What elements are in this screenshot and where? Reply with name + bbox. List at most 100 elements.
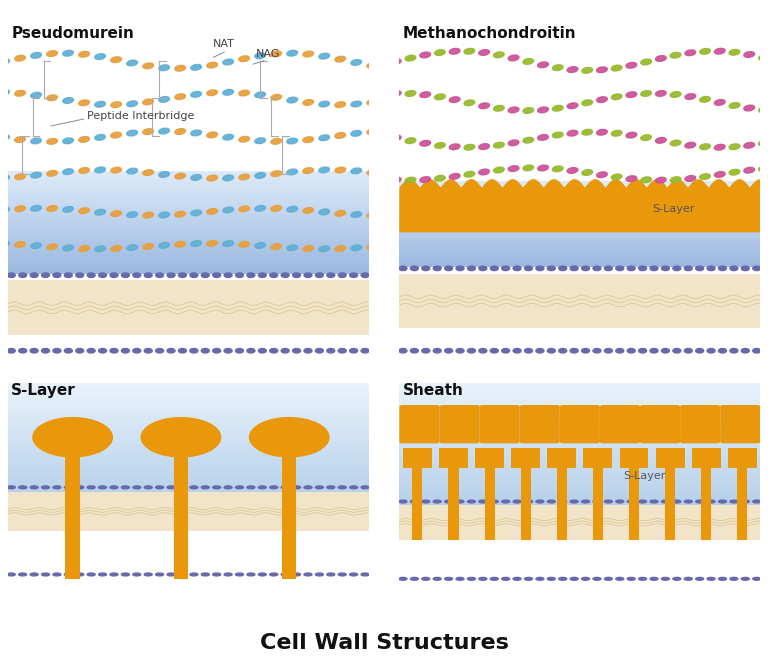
Bar <box>399 199 760 201</box>
Ellipse shape <box>490 500 498 503</box>
Bar <box>399 394 760 396</box>
Ellipse shape <box>47 170 58 176</box>
Ellipse shape <box>33 418 112 457</box>
Ellipse shape <box>744 51 754 57</box>
Ellipse shape <box>552 166 563 172</box>
Bar <box>8 498 369 501</box>
Bar <box>399 235 760 237</box>
Ellipse shape <box>478 103 489 109</box>
Bar <box>399 442 760 444</box>
Ellipse shape <box>478 169 489 175</box>
Bar <box>8 256 369 258</box>
Bar <box>399 204 760 205</box>
Bar <box>399 240 760 241</box>
Bar <box>399 446 760 448</box>
Bar <box>8 505 369 507</box>
Ellipse shape <box>349 573 358 576</box>
Bar <box>8 387 369 389</box>
Ellipse shape <box>611 131 622 136</box>
Bar <box>8 416 369 418</box>
Bar <box>8 238 369 239</box>
Ellipse shape <box>508 107 519 113</box>
Bar <box>399 237 760 238</box>
Bar <box>8 440 369 442</box>
Bar <box>8 444 369 446</box>
Bar <box>8 492 369 494</box>
Bar <box>8 248 369 249</box>
Ellipse shape <box>76 573 84 576</box>
Ellipse shape <box>502 266 510 271</box>
Bar <box>399 486 760 488</box>
Ellipse shape <box>94 102 105 107</box>
Ellipse shape <box>327 348 335 353</box>
Ellipse shape <box>327 486 335 489</box>
Bar <box>8 232 369 234</box>
Bar <box>399 453 760 455</box>
Ellipse shape <box>435 94 445 100</box>
Bar <box>8 263 369 265</box>
Ellipse shape <box>626 176 637 182</box>
Bar <box>8 195 369 196</box>
Ellipse shape <box>223 59 233 65</box>
Ellipse shape <box>422 348 430 353</box>
Ellipse shape <box>239 56 250 61</box>
Bar <box>399 273 760 329</box>
Bar <box>584 448 612 468</box>
Bar <box>399 257 760 258</box>
Bar <box>8 457 369 459</box>
Ellipse shape <box>639 578 647 580</box>
Ellipse shape <box>729 50 740 55</box>
Bar <box>8 215 369 217</box>
Ellipse shape <box>536 500 544 503</box>
Bar <box>439 448 468 468</box>
Ellipse shape <box>538 135 548 141</box>
Text: Pseudomurein: Pseudomurein <box>12 26 134 42</box>
Ellipse shape <box>213 348 220 353</box>
Bar <box>399 258 760 259</box>
Ellipse shape <box>47 139 58 145</box>
Ellipse shape <box>143 244 154 249</box>
Bar <box>8 450 369 452</box>
Ellipse shape <box>335 133 346 139</box>
Ellipse shape <box>593 500 601 503</box>
Ellipse shape <box>190 348 198 353</box>
Bar <box>8 475 369 478</box>
Bar <box>8 222 369 224</box>
Ellipse shape <box>247 273 255 277</box>
Ellipse shape <box>239 137 250 142</box>
Bar <box>8 420 369 423</box>
Ellipse shape <box>494 52 505 57</box>
Ellipse shape <box>741 500 750 503</box>
FancyBboxPatch shape <box>680 405 720 444</box>
Bar <box>399 255 760 257</box>
Bar <box>65 449 80 579</box>
Ellipse shape <box>281 348 289 353</box>
Bar <box>399 416 760 419</box>
Ellipse shape <box>513 348 521 353</box>
Bar <box>399 461 760 464</box>
Ellipse shape <box>133 348 141 353</box>
Bar <box>548 448 576 468</box>
Bar <box>593 465 603 540</box>
FancyBboxPatch shape <box>720 405 760 444</box>
Ellipse shape <box>627 500 635 503</box>
Bar <box>8 207 369 209</box>
Ellipse shape <box>567 130 578 136</box>
Ellipse shape <box>156 348 164 353</box>
Ellipse shape <box>94 53 105 59</box>
Ellipse shape <box>224 348 232 353</box>
Ellipse shape <box>141 418 220 457</box>
Ellipse shape <box>65 486 72 489</box>
Bar <box>399 459 760 461</box>
Ellipse shape <box>143 63 154 69</box>
Ellipse shape <box>559 578 567 580</box>
FancyBboxPatch shape <box>399 405 439 444</box>
Bar <box>8 471 369 473</box>
Bar <box>8 203 369 205</box>
Bar <box>399 222 760 224</box>
Bar <box>399 225 760 226</box>
Ellipse shape <box>719 266 727 271</box>
Ellipse shape <box>0 241 9 247</box>
Bar <box>412 465 422 540</box>
Bar <box>8 26 369 170</box>
